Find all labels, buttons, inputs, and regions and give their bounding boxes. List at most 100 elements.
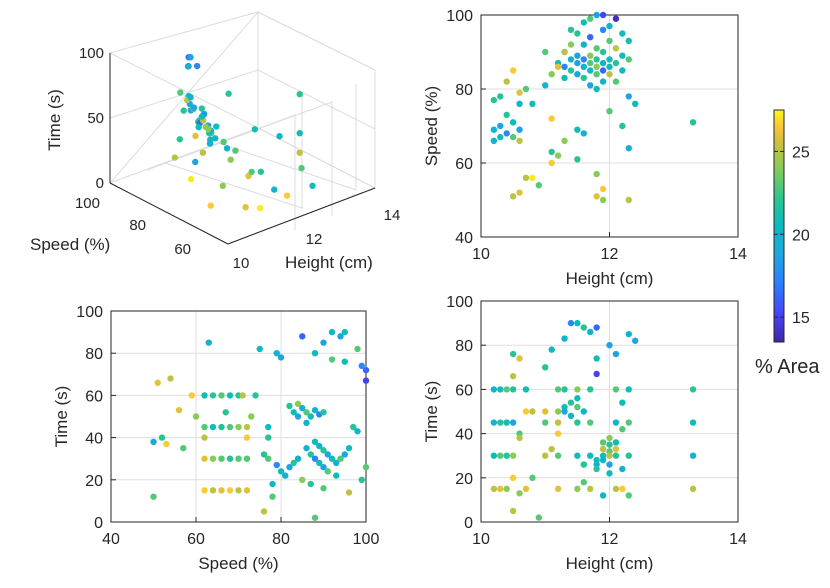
data-point [167, 375, 174, 382]
data-point [497, 93, 504, 100]
data-point [542, 364, 549, 371]
data-point [201, 423, 208, 431]
data-point [509, 119, 517, 126]
y-tick-label: 80 [85, 346, 103, 363]
y-axis-label: Time (s) [52, 386, 71, 448]
data-point [574, 419, 581, 426]
data-point [593, 355, 600, 362]
data-point [286, 402, 293, 410]
data-point [625, 93, 632, 100]
data-point [490, 137, 498, 144]
y-tick-label: 80 [455, 82, 473, 99]
data-point [503, 78, 510, 85]
data-point [587, 59, 594, 67]
data-point [574, 71, 581, 78]
y-axis-label: Time (s) [422, 381, 441, 443]
data-point [625, 145, 632, 152]
data-point [362, 366, 370, 374]
data-point [580, 56, 587, 63]
data-point [307, 480, 314, 488]
data-point [606, 71, 613, 78]
data-point [163, 440, 170, 448]
data-point [294, 413, 302, 420]
data-point [606, 37, 613, 45]
data-point [235, 487, 242, 494]
data-point [177, 89, 184, 96]
y-tick-label: 40 [85, 431, 103, 448]
data-point [320, 485, 327, 492]
data-point [271, 186, 278, 193]
x-tick-label: 100 [353, 531, 380, 548]
data-point [212, 135, 219, 142]
data-point [497, 419, 504, 426]
data-point [599, 67, 607, 74]
data-point [567, 56, 575, 63]
data-point [567, 41, 575, 48]
data-point [218, 455, 225, 462]
x-tick-label: 14 [384, 207, 401, 224]
data-point [341, 328, 348, 336]
data-point [248, 168, 255, 176]
data-point [599, 492, 607, 499]
data-point [625, 492, 632, 499]
data-point [218, 392, 225, 399]
data-point [509, 372, 517, 380]
data-point [574, 52, 581, 59]
data-point [580, 130, 587, 137]
data-point [192, 413, 200, 420]
data-point [554, 430, 562, 437]
3d-box [108, 10, 377, 245]
data-point [542, 419, 549, 426]
data-point [593, 71, 600, 78]
data-point [227, 156, 234, 163]
data-point [593, 193, 600, 200]
data-point [599, 78, 607, 85]
data-point [689, 386, 697, 393]
data-point [209, 392, 217, 399]
data-point [509, 474, 517, 481]
colorbar-gradient [773, 109, 785, 343]
data-point [548, 159, 555, 167]
data-point [294, 455, 302, 462]
data-point [220, 138, 227, 146]
data-point [265, 434, 272, 441]
data-point [509, 507, 517, 515]
data-point [209, 455, 217, 462]
data-point [497, 122, 504, 130]
data-point [587, 419, 594, 426]
data-point [535, 514, 543, 521]
data-point [587, 67, 594, 74]
data-point [554, 386, 562, 393]
data-point [554, 419, 562, 426]
data-point [632, 337, 639, 344]
data-point [192, 132, 199, 140]
data-point [612, 485, 620, 493]
data-point [345, 444, 353, 452]
data-point [689, 419, 697, 426]
data-point [554, 452, 562, 459]
data-point [490, 485, 498, 493]
data-point [198, 105, 206, 112]
data-point [548, 71, 555, 78]
data-point [548, 148, 555, 156]
data-point [303, 419, 310, 427]
data-point [554, 408, 562, 415]
x-tick-label: 14 [729, 531, 747, 548]
data-point [529, 174, 536, 181]
data-point [176, 136, 183, 143]
data-point [529, 408, 536, 415]
data-point [522, 174, 530, 181]
data-point [554, 63, 562, 70]
x-axis-label: Speed (%) [198, 554, 278, 573]
data-point [580, 63, 587, 70]
x-tick-label: 12 [601, 531, 619, 548]
data-point [606, 441, 613, 448]
data-point [341, 451, 348, 458]
data-point [574, 403, 581, 411]
data-point [209, 423, 217, 431]
data-point [587, 34, 594, 41]
data-point [320, 409, 327, 416]
data-point [311, 455, 319, 462]
panel-time-vs-speed: 40 60 80 100 0 20 40 60 80 100 Speed (%) Time (s) [52, 304, 379, 573]
data-point [201, 392, 208, 399]
